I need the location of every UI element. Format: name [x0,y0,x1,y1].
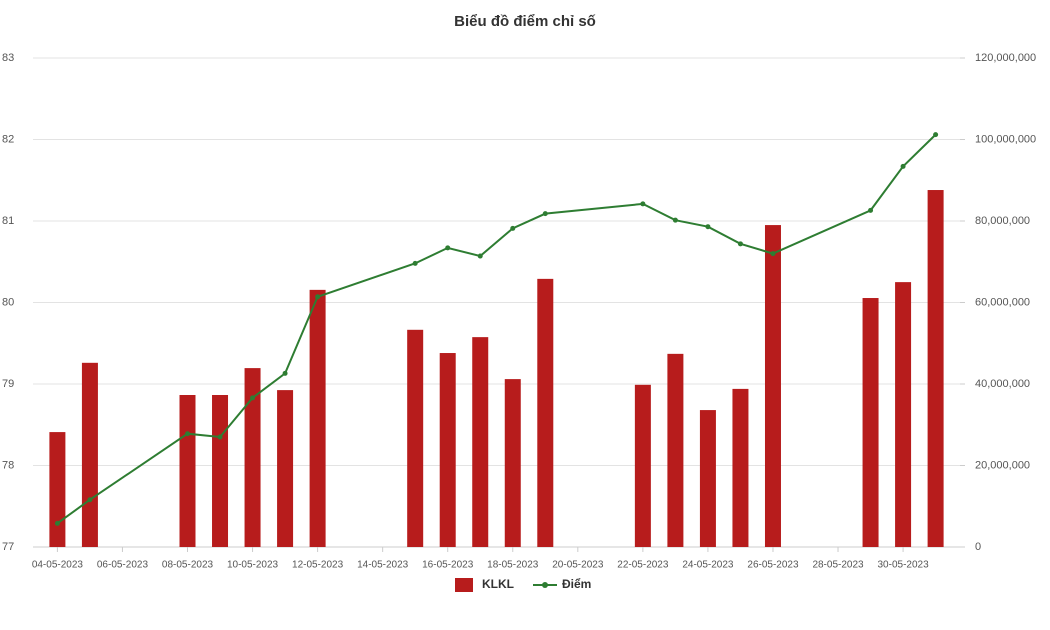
x-tick-label: 16-05-2023 [422,560,474,571]
point [900,163,906,169]
y-tick-label: 77 [2,541,14,553]
bar [407,329,424,547]
x-tick-label: 26-05-2023 [747,560,799,571]
point [445,245,451,251]
x-tick-label: 20-05-2023 [552,560,604,571]
point [217,434,223,440]
bar [49,432,66,547]
legend-label: Điểm [562,577,591,591]
point [868,207,874,213]
bar [667,353,684,547]
legend-label: KLKL [482,577,514,591]
x-tick-label: 08-05-2023 [162,560,214,571]
bar [81,362,98,547]
y-tick-label: 78 [2,459,14,471]
point [87,497,93,503]
bar [277,390,294,547]
point [185,431,190,437]
legend-swatch [455,578,473,592]
x-tick-label: 06-05-2023 [97,560,149,571]
bar [699,410,716,547]
legend-swatch [542,582,548,588]
x-tick-label: 10-05-2023 [227,560,279,571]
y2-tick-label: 120,000,000 [975,52,1036,64]
point [510,225,516,231]
y2-tick-label: 0 [975,541,981,553]
bar [179,395,196,547]
chart-title: Biểu đồ điểm chỉ số [454,13,596,30]
bar [504,379,521,547]
point [640,201,646,207]
point [282,370,288,376]
point [315,294,321,300]
bar [764,225,781,547]
point [705,224,711,230]
y2-tick-label: 20,000,000 [975,459,1030,471]
bar [472,337,489,547]
x-tick-label: 18-05-2023 [487,560,539,571]
point [412,260,418,266]
y-tick-label: 83 [2,52,14,64]
x-tick-label: 22-05-2023 [617,560,669,571]
bar [244,368,261,547]
point [54,520,60,526]
x-tick-label: 04-05-2023 [32,560,84,571]
y2-tick-label: 100,000,000 [975,133,1036,145]
x-tick-label: 28-05-2023 [812,560,864,571]
bar [732,388,749,547]
bar [927,190,944,547]
point [477,253,483,259]
point [250,395,256,401]
y-tick-label: 81 [2,215,14,227]
bar [309,289,326,547]
x-tick-label: 12-05-2023 [292,560,344,571]
point [770,251,776,257]
bar [895,282,912,547]
x-tick-label: 30-05-2023 [878,560,930,571]
bar [537,278,554,547]
x-tick-label: 14-05-2023 [357,560,409,571]
bar [439,353,456,547]
y-tick-label: 80 [2,296,14,308]
point [737,241,743,247]
x-tick-label: 24-05-2023 [682,560,734,571]
y-tick-label: 79 [2,378,14,390]
line [56,133,937,525]
bar [634,384,651,547]
point [933,132,939,138]
y2-tick-label: 60,000,000 [975,296,1030,308]
y-tick-label: 82 [2,133,14,145]
bar [212,395,229,547]
y2-tick-label: 80,000,000 [975,215,1030,227]
y2-tick-label: 40,000,000 [975,378,1030,390]
bar [862,298,879,547]
point [542,211,548,217]
point [672,217,678,223]
